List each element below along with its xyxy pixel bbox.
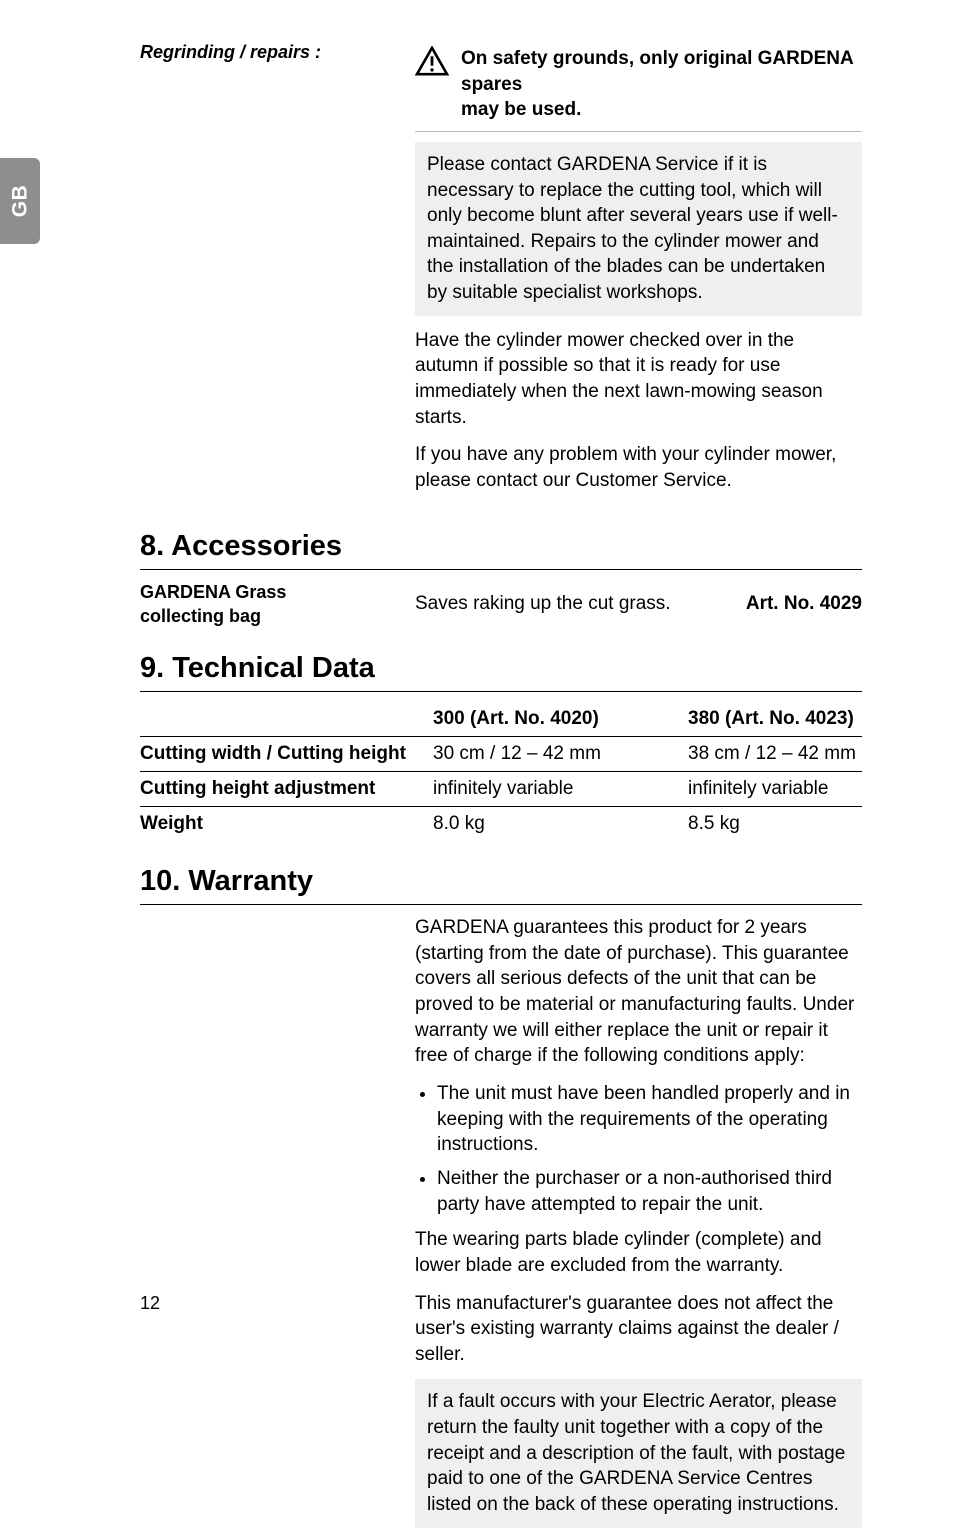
tech-cell: infinitely variable [433, 772, 688, 807]
warranty-bullet: Neither the purchaser or a non-authorise… [437, 1166, 862, 1217]
table-row: Cutting width / Cutting height 30 cm / 1… [140, 737, 862, 772]
table-row: Cutting height adjustment infinitely var… [140, 772, 862, 807]
language-tab: GB [0, 158, 40, 244]
tech-cell: 30 cm / 12 – 42 mm [433, 737, 688, 772]
safety-warning: On safety grounds, only original GARDENA… [415, 40, 862, 132]
warranty-p2: This manufacturer's guarantee does not a… [415, 1291, 862, 1368]
tech-cell: 8.5 kg [688, 807, 862, 842]
accessory-name: GARDENA Grass collecting bag [140, 580, 415, 629]
page-number: 12 [140, 1293, 160, 1314]
warning-line1: On safety grounds, only original GARDENA… [461, 48, 853, 95]
table-row: Weight 8.0 kg 8.5 kg [140, 807, 862, 842]
accessories-rule [140, 569, 862, 570]
warranty-intro: GARDENA guarantees this product for 2 ye… [415, 915, 862, 1069]
repairs-paragraph-1: Have the cylinder mower checked over in … [415, 328, 862, 431]
accessory-name-line2: collecting bag [140, 606, 261, 626]
technical-title: 9. Technical Data [140, 652, 862, 685]
warranty-p1: The wearing parts blade cylinder (comple… [415, 1227, 862, 1278]
tech-cell: 38 cm / 12 – 42 mm [688, 737, 862, 772]
technical-table: 300 (Art. No. 4020) 380 (Art. No. 4023) … [140, 702, 862, 841]
warranty-title: 10. Warranty [140, 865, 862, 898]
tech-col-empty [140, 702, 433, 737]
accessory-description: Saves raking up the cut grass. [415, 591, 728, 617]
accessory-art-no: Art. No. 4029 [728, 591, 862, 617]
tech-row-label: Weight [140, 807, 433, 842]
repairs-paragraph-2: If you have any problem with your cylind… [415, 442, 862, 493]
tech-row-label: Cutting width / Cutting height [140, 737, 433, 772]
warranty-bullet: The unit must have been handled properly… [437, 1081, 862, 1158]
warning-triangle-icon [415, 46, 449, 76]
warning-line2: may be used. [461, 99, 581, 120]
accessory-name-line1: GARDENA Grass [140, 582, 286, 602]
warranty-grey-note: If a fault occurs with your Electric Aer… [415, 1379, 862, 1527]
repairs-grey-note: Please contact GARDENA Service if it is … [415, 142, 862, 316]
warranty-bullets: The unit must have been handled properly… [415, 1081, 862, 1217]
tech-cell: infinitely variable [688, 772, 862, 807]
warning-text: On safety grounds, only original GARDENA… [461, 46, 862, 123]
repairs-heading: Regrinding / repairs : [140, 40, 415, 64]
language-tab-label: GB [8, 185, 32, 218]
technical-rule [140, 691, 862, 692]
tech-col1-header: 300 (Art. No. 4020) [433, 702, 688, 737]
tech-row-label: Cutting height adjustment [140, 772, 433, 807]
accessories-title: 8. Accessories [140, 530, 862, 563]
warranty-rule [140, 904, 862, 905]
tech-col2-header: 380 (Art. No. 4023) [688, 702, 862, 737]
tech-cell: 8.0 kg [433, 807, 688, 842]
